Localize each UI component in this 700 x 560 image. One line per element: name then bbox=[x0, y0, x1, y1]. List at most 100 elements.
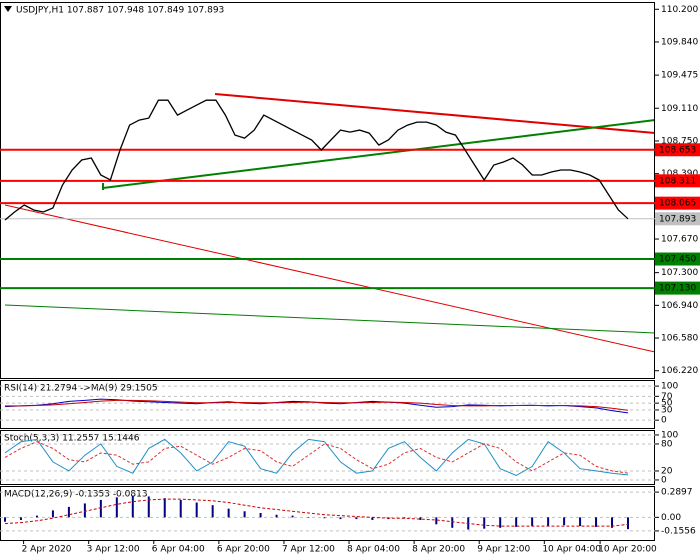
x-tick-label: 8 Apr 20:00 bbox=[412, 545, 465, 555]
y-tick-label: 100 bbox=[661, 382, 678, 392]
y-tick-label: 107.300 bbox=[661, 268, 698, 278]
indicator-title: Stoch(5,3,3) 11.2557 15.1446 bbox=[4, 434, 140, 444]
level-label: 108.311 bbox=[659, 176, 696, 186]
trend-line bbox=[4, 204, 656, 353]
trend-line bbox=[102, 119, 656, 189]
histogram-bar bbox=[371, 517, 374, 520]
level-label-box bbox=[655, 252, 700, 266]
level-label-box bbox=[655, 174, 700, 188]
x-tick-label: 9 Apr 12:00 bbox=[477, 545, 530, 555]
histogram-bar bbox=[179, 499, 182, 518]
histogram-bar bbox=[307, 517, 310, 518]
histogram-bar bbox=[19, 517, 22, 520]
level-label: 108.065 bbox=[659, 199, 696, 209]
series-line bbox=[5, 399, 629, 411]
histogram-bar bbox=[35, 515, 38, 518]
y-tick-label: 100 bbox=[661, 430, 678, 440]
histogram-bar bbox=[83, 503, 86, 518]
histogram-bar bbox=[339, 517, 342, 520]
series-line bbox=[4, 99, 629, 221]
histogram-bar bbox=[291, 515, 294, 518]
histogram-bar bbox=[259, 513, 262, 518]
histogram-bar bbox=[611, 517, 614, 528]
histogram-bar bbox=[275, 514, 278, 518]
histogram-bar bbox=[451, 517, 454, 528]
level-label: 108.653 bbox=[659, 145, 696, 155]
histogram-bar bbox=[243, 511, 246, 518]
level-label-box bbox=[655, 196, 700, 210]
chart-title: USDJPY,H1 107.887 107.948 107.849 107.89… bbox=[16, 6, 224, 16]
y-tick-label: 107.670 bbox=[661, 235, 698, 245]
histogram-bar bbox=[131, 495, 134, 518]
y-tick-label: -0.1556 bbox=[661, 526, 696, 536]
histogram-bar bbox=[595, 517, 598, 527]
histogram-bar bbox=[323, 517, 326, 519]
histogram-bar bbox=[515, 517, 518, 527]
panel-frame bbox=[0, 380, 655, 429]
panel-frame bbox=[0, 430, 655, 485]
series-line bbox=[4, 441, 629, 474]
y-tick-label: 30 bbox=[661, 405, 673, 415]
x-tick-label: 6 Apr 20:00 bbox=[217, 545, 270, 555]
indicator-title: RSI(14) 21.2794 ->MA(9) 29.1505 bbox=[4, 384, 158, 394]
histogram-bar bbox=[483, 517, 486, 529]
y-tick-label: 106.940 bbox=[661, 301, 698, 311]
x-tick-label: 10 Apr 20:00 bbox=[598, 545, 657, 555]
x-tick-label: 2 Apr 2020 bbox=[22, 545, 72, 555]
y-tick-label: 20 bbox=[661, 466, 673, 476]
y-tick-label: 109.110 bbox=[661, 104, 698, 114]
y-tick-label: 108.750 bbox=[661, 136, 698, 146]
series-line bbox=[4, 498, 629, 527]
y-tick-label: 50 bbox=[661, 399, 673, 409]
histogram-bar bbox=[195, 502, 198, 518]
panel-frame bbox=[0, 2, 655, 379]
histogram-bar bbox=[435, 517, 438, 525]
level-label: 107.893 bbox=[659, 214, 696, 224]
histogram-bar bbox=[115, 497, 118, 518]
trend-line bbox=[214, 93, 656, 134]
y-tick-label: 80 bbox=[661, 439, 673, 449]
y-tick-label: 106.580 bbox=[661, 334, 698, 344]
histogram-bar bbox=[547, 517, 550, 527]
trend-line bbox=[4, 304, 656, 334]
histogram-bar bbox=[147, 496, 150, 518]
histogram-bar bbox=[211, 505, 214, 518]
histogram-bar bbox=[579, 517, 582, 527]
x-tick-label: 10 Apr 04:00 bbox=[542, 545, 601, 555]
x-tick-label: 8 Apr 04:00 bbox=[347, 545, 400, 555]
y-tick-label: 109.475 bbox=[661, 71, 698, 81]
histogram-bar bbox=[355, 517, 358, 520]
histogram-bar bbox=[531, 517, 534, 527]
histogram-bar bbox=[99, 499, 102, 518]
histogram-bar bbox=[51, 510, 54, 518]
histogram-bar bbox=[67, 506, 70, 518]
y-tick-label: 106.220 bbox=[661, 366, 698, 376]
y-tick-label: 0.00 bbox=[661, 513, 681, 523]
y-tick-label: 0 bbox=[661, 416, 667, 426]
histogram-bar bbox=[227, 508, 230, 518]
series-line bbox=[4, 438, 629, 476]
x-tick-label: 7 Apr 12:00 bbox=[282, 545, 335, 555]
y-tick-label: 0.2897 bbox=[661, 488, 693, 498]
level-label: 107.130 bbox=[659, 284, 696, 294]
y-tick-label: 70 bbox=[661, 392, 673, 402]
histogram-bar bbox=[499, 517, 502, 528]
y-tick-label: 110.200 bbox=[661, 5, 698, 15]
level-label-box bbox=[655, 281, 700, 295]
y-tick-label: 109.840 bbox=[661, 37, 698, 47]
y-tick-label: 0 bbox=[661, 475, 667, 485]
indicator-title: MACD(12,26,9) -0.1353 -0.0813 bbox=[4, 490, 148, 500]
level-label: 107.450 bbox=[659, 255, 696, 265]
menu-icon bbox=[4, 6, 12, 12]
y-tick-label: 108.390 bbox=[661, 169, 698, 179]
x-tick-label: 6 Apr 04:00 bbox=[152, 545, 205, 555]
histogram-bar bbox=[627, 517, 629, 530]
histogram-bar bbox=[163, 498, 166, 518]
level-label-box bbox=[655, 143, 700, 157]
histogram-bar bbox=[563, 517, 566, 526]
level-label-box bbox=[655, 212, 700, 226]
x-tick-label: 3 Apr 12:00 bbox=[87, 545, 140, 555]
panel-frame bbox=[0, 486, 655, 541]
